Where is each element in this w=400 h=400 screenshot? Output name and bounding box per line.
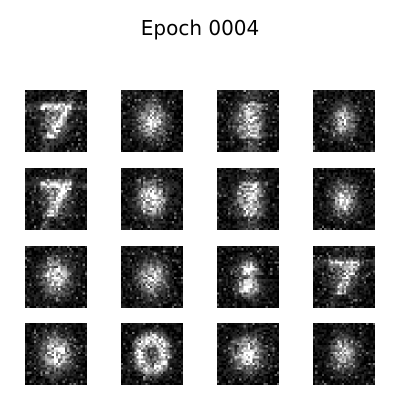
sample-image-r4c1 [25,323,87,385]
sample-image-r2c1 [25,168,87,230]
sample-image-r1c1 [25,90,87,152]
sample-image-r1c3 [217,90,279,152]
sample-image-r4c4 [313,323,375,385]
sample-image-r3c3 [217,246,279,308]
sample-image-r4c2 [121,323,183,385]
sample-image-r4c3 [217,323,279,385]
sample-image-r3c4 [313,246,375,308]
sample-image-r2c4 [313,168,375,230]
sample-image-r3c2 [121,246,183,308]
sample-image-r1c2 [121,90,183,152]
sample-image-r2c3 [217,168,279,230]
sample-image-r2c2 [121,168,183,230]
sample-image-r1c4 [313,90,375,152]
sample-image-r3c1 [25,246,87,308]
